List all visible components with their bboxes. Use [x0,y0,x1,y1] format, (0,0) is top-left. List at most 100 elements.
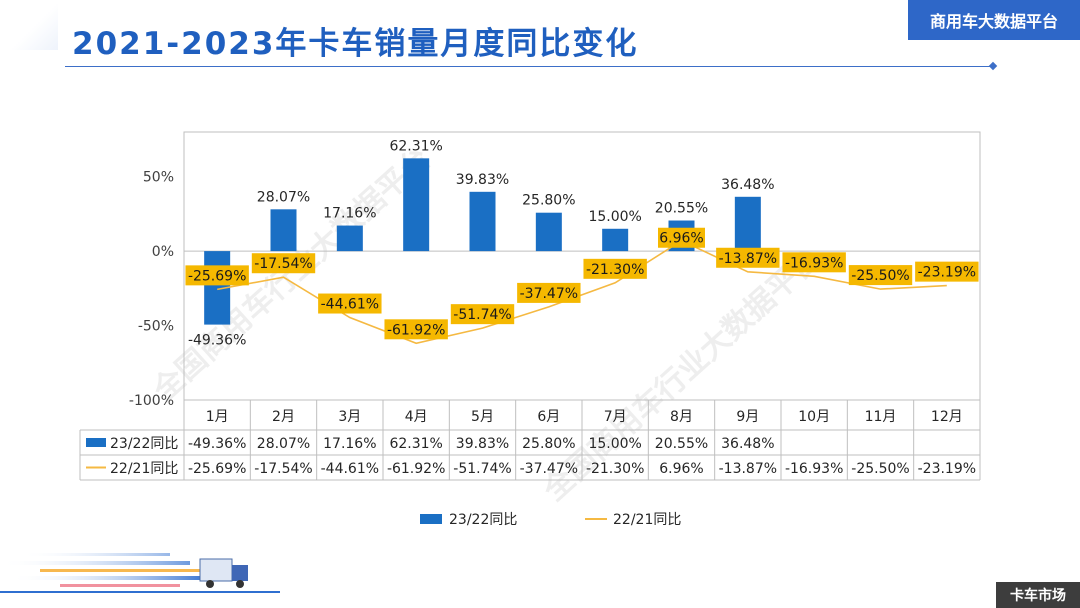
table-cell: -49.36% [188,436,246,452]
table-cell: -61.92% [387,461,445,477]
table-cell: 39.83% [456,436,509,452]
title-accent [0,2,58,50]
table-cell: 15.00% [588,436,641,452]
y-tick-label: -100% [129,393,174,409]
title-divider [65,66,995,67]
bar [403,158,430,252]
bar-data-label: 25.80% [522,193,575,209]
table-cell: 6.96% [659,461,703,477]
table-cell: -44.61% [321,461,379,477]
bar [535,212,562,252]
x-tick-label: 6月 [537,409,560,425]
line-data-label-box [185,265,249,286]
bar-data-label: -49.36% [188,333,246,349]
x-tick-label: 11月 [865,409,897,425]
legend-key-bar [420,514,442,524]
line-data-label: -13.87% [716,247,780,268]
line-data-label: -17.54% [251,253,316,274]
bar-data-label: 20.55% [655,201,708,217]
line-data-label-box [782,252,846,273]
platform-badge: 商用车大数据平台 [908,0,1080,40]
line-data-label: -25.50% [848,265,913,286]
table-cell: -16.93% [785,461,843,477]
line-data-label-box [318,293,382,314]
bar-data-label: 28.07% [257,189,310,205]
bar [469,191,496,252]
y-tick-label: 50% [143,170,174,186]
x-tick-label: 3月 [338,409,361,425]
line-data-label-box [915,261,979,282]
table-cell: 36.48% [721,436,774,452]
line-data-label-box [384,319,448,340]
bar [270,209,297,252]
x-tick-label: 5月 [471,409,494,425]
line-data-label-box [450,304,515,325]
table-cell: 20.55% [655,436,708,452]
x-tick-label: 8月 [670,409,693,425]
x-tick-label: 1月 [206,409,229,425]
bar-data-label: 36.48% [721,177,774,193]
bar [734,196,761,252]
line-data-label: -25.69% [185,265,249,286]
line-data-label-text: -25.50% [851,268,909,284]
table-row-header: 23/22同比 [110,436,178,452]
line-data-label-text: -17.54% [254,256,312,272]
line-data-label-text: -25.69% [188,268,246,284]
line-data-label-text: -16.93% [785,255,843,271]
table-cell: -25.69% [188,461,246,477]
x-tick-label: 7月 [604,409,627,425]
table-cell: -13.87% [719,461,777,477]
line-data-label: -44.61% [318,293,382,314]
table-cell: 62.31% [389,436,442,452]
line-data-label-text: 6.96% [659,231,703,247]
table-cell: -17.54% [254,461,312,477]
line-data-label: -16.93% [782,252,846,273]
bar [336,225,363,252]
table-cell: -23.19% [918,461,976,477]
table-cell: -21.30% [586,461,644,477]
line-data-label-box [517,282,581,303]
truck-illustration [0,553,280,593]
line-data-label-box [848,265,913,286]
line-data-label: -51.74% [450,304,515,325]
table-row-key-bar [86,438,106,447]
line-data-label-box [658,227,705,248]
line-data-label-text: -37.47% [520,286,578,302]
line-data-label-box [716,247,780,268]
line-data-label: -21.30% [583,258,647,279]
line-data-label-text: -23.19% [918,265,976,281]
x-tick-label: 9月 [736,409,759,425]
x-tick-label: 12月 [931,409,963,425]
table-cell: 28.07% [257,436,310,452]
table-cell: 25.80% [522,436,575,452]
line-data-label-box [251,253,316,274]
bar-data-label: 15.00% [588,209,641,225]
bar-data-label: 62.31% [389,138,442,154]
bar-data-label: 17.16% [323,206,376,222]
line-data-label-text: -13.87% [719,251,777,267]
y-tick-label: 0% [152,244,174,260]
line-data-label-box [583,258,647,279]
line-data-label-text: -21.30% [586,262,644,278]
bar [602,228,629,252]
line-data-label: -23.19% [915,261,979,282]
legend-label: 23/22同比 [449,512,517,528]
table-row-header: 22/21同比 [110,461,178,477]
line-data-label: 6.96% [658,227,705,248]
y-tick-label: -50% [138,319,174,335]
table-cell: -25.50% [851,461,909,477]
x-tick-label: 4月 [405,409,428,425]
legend-label: 22/21同比 [613,512,681,528]
line-data-label-text: -61.92% [387,322,445,338]
line-data-label: -37.47% [517,282,581,303]
table-cell: -51.74% [453,461,511,477]
table-cell: 17.16% [323,436,376,452]
page-title: 2021-2023年卡车销量月度同比变化 [72,26,639,62]
bar-data-label: 39.83% [456,172,509,188]
line-data-label-text: -51.74% [453,307,511,323]
line-data-label: -61.92% [384,319,448,340]
line-data-label-text: -44.61% [321,297,379,313]
x-tick-label: 10月 [798,409,830,425]
table-cell: -37.47% [520,461,578,477]
